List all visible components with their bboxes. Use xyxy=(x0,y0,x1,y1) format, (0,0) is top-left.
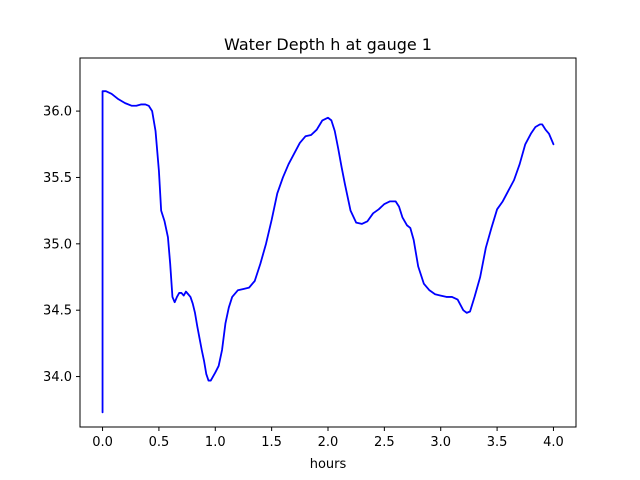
x-axis-ticks: 0.0 0.5 1.0 1.5 2.0 2.5 3.0 3.5 4.0 xyxy=(92,427,564,450)
x-tick-label: 4.0 xyxy=(543,435,564,450)
series-line xyxy=(101,90,555,414)
x-tick-label: 1.5 xyxy=(261,435,282,450)
y-tick-label: 35.0 xyxy=(43,237,72,252)
chart-title: Water Depth h at gauge 1 xyxy=(224,35,432,54)
x-tick-label: 2.5 xyxy=(374,435,395,450)
x-axis-label: hours xyxy=(310,457,347,472)
x-tick-label: 2.0 xyxy=(318,435,339,450)
x-tick-label: 3.5 xyxy=(487,435,508,450)
x-tick-label: 0.5 xyxy=(149,435,170,450)
x-tick-label: 0.0 xyxy=(92,435,113,450)
series-layer xyxy=(101,90,555,414)
y-tick-label: 36.0 xyxy=(43,105,72,120)
y-tick-label: 35.5 xyxy=(43,171,72,186)
x-tick-label: 1.0 xyxy=(205,435,226,450)
plot-area-frame xyxy=(79,57,577,428)
y-tick-label: 34.0 xyxy=(43,370,72,385)
y-axis-ticks: 34.0 34.5 35.0 35.5 36.0 xyxy=(43,105,80,385)
y-tick-label: 34.5 xyxy=(43,304,72,319)
x-tick-label: 3.0 xyxy=(430,435,451,450)
